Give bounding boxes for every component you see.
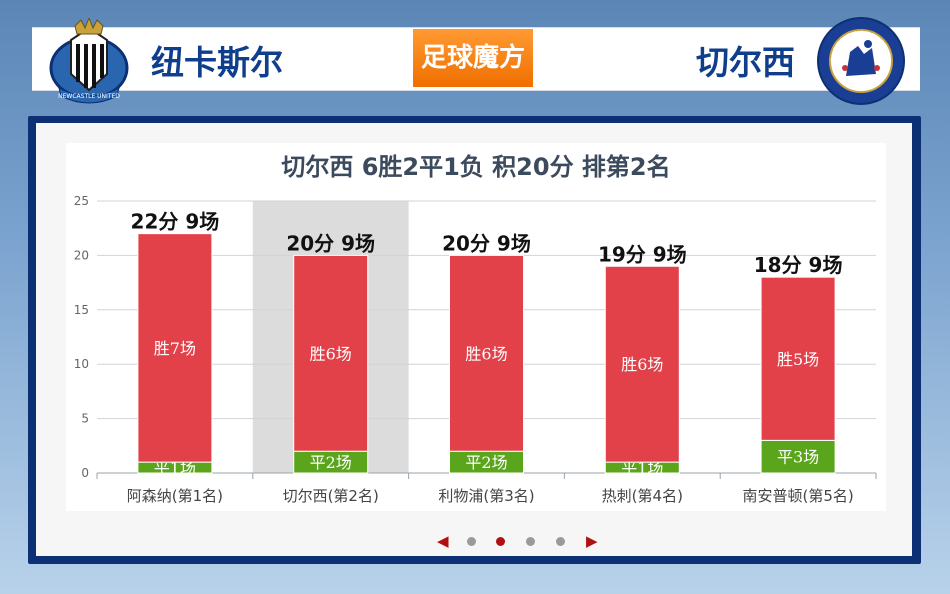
segment-label: 胜7场: [154, 339, 196, 358]
next-arrow-icon[interactable]: ▶: [586, 532, 598, 550]
y-tick-label: 0: [81, 466, 89, 480]
carousel-dot[interactable]: [467, 537, 476, 546]
newcastle-crest-icon: NEWCASTLE UNITED: [49, 18, 129, 104]
chart-title: 切尔西 6胜2平1负 积20分 排第2名: [281, 153, 671, 181]
chelsea-crest-icon: CHELSEA FOOTBALL CLUB: [816, 16, 905, 105]
segment-label: 胜5场: [777, 350, 819, 369]
carousel-dot[interactable]: [496, 537, 505, 546]
carousel-nav: ◀ ▶: [437, 532, 598, 550]
brand-logo: 足球魔方: [413, 29, 533, 87]
y-tick-label: 25: [74, 194, 89, 208]
bar-segment: [760, 276, 836, 441]
total-label: 20分 9场: [286, 231, 375, 255]
x-category-label: 切尔西(第2名): [283, 487, 379, 505]
segment-label: 平2场: [310, 453, 352, 472]
y-tick-label: 5: [81, 412, 89, 426]
total-label: 18分 9场: [754, 253, 843, 277]
total-label: 20分 9场: [442, 231, 531, 255]
segment-label: 平3场: [777, 448, 819, 467]
segment-label: 胜6场: [621, 355, 663, 374]
bar-segment: [449, 254, 524, 452]
segment-label: 胜6场: [310, 344, 352, 363]
away-team-name: 切尔西: [696, 43, 795, 82]
carousel-dot[interactable]: [526, 537, 535, 546]
segment-label: 平1场: [621, 459, 663, 478]
carousel-dot[interactable]: [556, 537, 565, 546]
x-category-label: 热刺(第4名): [602, 487, 683, 505]
y-tick-label: 20: [74, 248, 89, 262]
bar-segment: [604, 265, 680, 463]
svg-text:NEWCASTLE UNITED: NEWCASTLE UNITED: [58, 93, 120, 100]
x-category-label: 利物浦(第3名): [438, 487, 534, 505]
bar-segment: [760, 439, 836, 474]
prev-arrow-icon[interactable]: ◀: [437, 532, 449, 550]
segment-label: 平2场: [465, 453, 507, 472]
x-category-label: 阿森纳(第1名): [127, 487, 223, 505]
segment-label: 胜6场: [465, 344, 507, 363]
bar-segment: [293, 254, 369, 452]
bar-segment: [137, 233, 213, 463]
segment-label: 平1场: [154, 459, 196, 478]
y-tick-label: 10: [74, 357, 89, 371]
y-tick-label: 15: [74, 303, 89, 317]
total-label: 22分 9场: [131, 210, 220, 234]
x-category-label: 南安普顿(第5名): [742, 487, 853, 505]
home-team-name: 纽卡斯尔: [151, 43, 283, 82]
total-label: 19分 9场: [598, 242, 687, 266]
